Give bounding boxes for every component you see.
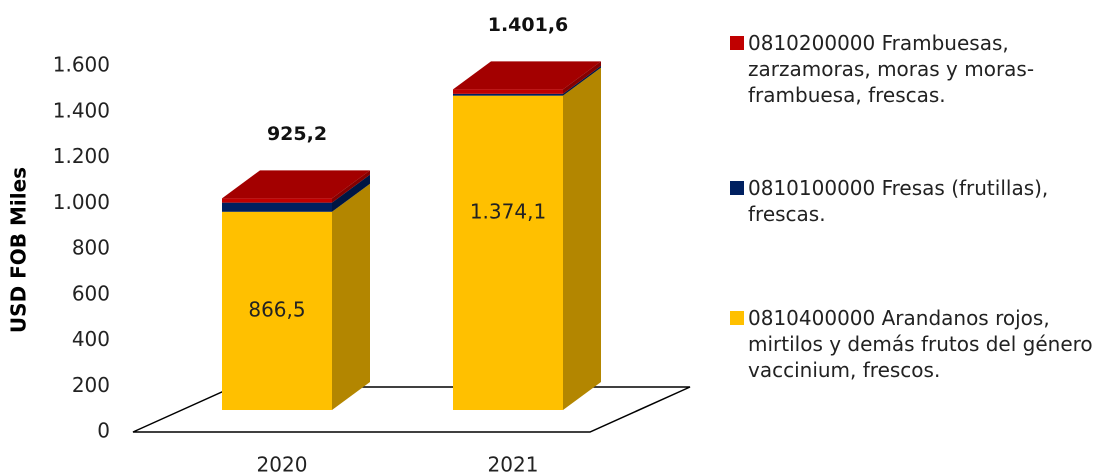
legend-swatch xyxy=(730,36,744,50)
plot: USD FOB Miles 0 200 400 600 800 1.000 1.200 1.4… xyxy=(7,14,691,476)
bar-side xyxy=(563,67,601,410)
floor xyxy=(132,386,691,433)
bar-top xyxy=(453,61,601,90)
legend-entry: 0810200000 Frambuesas, zarzamoras, moras… xyxy=(730,30,1100,108)
bar-segment xyxy=(222,211,332,410)
y-tick-label: 1.000 xyxy=(53,190,110,214)
y-axis-label: USD FOB Miles xyxy=(7,167,31,333)
legend-swatch xyxy=(730,181,744,195)
bar-side xyxy=(332,183,370,410)
x-tick-label: 2020 xyxy=(257,453,308,476)
total-label: 925,2 xyxy=(267,123,327,145)
y-tick-label: 200 xyxy=(72,373,110,397)
value-label: 1.374,1 xyxy=(470,199,546,223)
y-tick-label: 1.600 xyxy=(53,53,110,77)
legend-entry: 0810400000 Arandanos rojos, mirtilos y d… xyxy=(730,305,1100,383)
bar-side xyxy=(332,174,370,212)
bar-segment xyxy=(222,202,332,212)
legend-text: 0810200000 Frambuesas, zarzamoras, moras… xyxy=(748,31,1035,107)
total-label: 1.401,6 xyxy=(488,14,569,36)
bar-top xyxy=(222,170,370,199)
value-label: 866,5 xyxy=(248,297,305,321)
bar-segment xyxy=(453,93,563,96)
y-tick-label: 400 xyxy=(72,327,110,351)
bar-segment xyxy=(453,89,563,94)
x-tick-label: 2021 xyxy=(488,453,539,476)
bar-side xyxy=(563,65,601,96)
y-tick-label: 0 xyxy=(97,419,110,443)
legend-swatch xyxy=(730,311,744,325)
bar-segment xyxy=(453,95,563,410)
bar-segment xyxy=(222,198,332,203)
bar-side xyxy=(332,170,370,203)
legend-text: 0810100000 Fresas (frutillas), frescas. xyxy=(748,176,1049,226)
y-tick-label: 600 xyxy=(72,281,110,305)
y-tick-label: 1.200 xyxy=(53,144,110,168)
bar-side xyxy=(563,61,601,94)
legend-text: 0810400000 Arandanos rojos, mirtilos y d… xyxy=(748,306,1093,382)
legend-entry: 0810100000 Fresas (frutillas), frescas. xyxy=(730,175,1100,227)
y-tick-label: 800 xyxy=(72,236,110,260)
y-tick-label: 1.400 xyxy=(53,98,110,122)
